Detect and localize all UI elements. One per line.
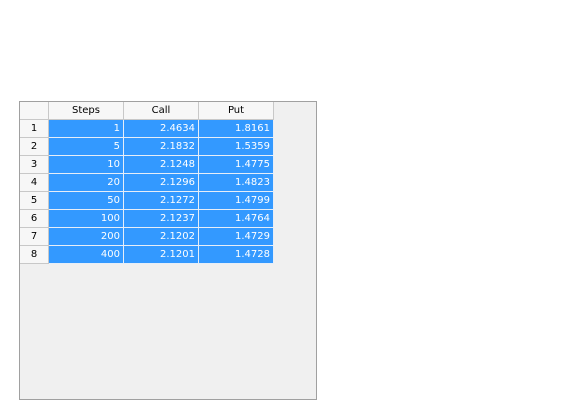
table-row: 7 200 2.1202 1.4729 [20,228,274,246]
column-header-steps[interactable]: Steps [49,102,124,120]
table-cell-put[interactable]: 1.4775 [199,156,274,174]
row-header[interactable]: 6 [20,210,49,228]
table-cell-put[interactable]: 1.4728 [199,246,274,264]
table-cell-steps[interactable]: 10 [49,156,124,174]
table-cell-call[interactable]: 2.1272 [124,192,199,210]
row-header[interactable]: 5 [20,192,49,210]
table-cell-call[interactable]: 2.4634 [124,120,199,138]
table-cell-steps[interactable]: 100 [49,210,124,228]
table-cell-steps[interactable]: 1 [49,120,124,138]
table-cell-steps[interactable]: 400 [49,246,124,264]
table-cell-call[interactable]: 2.1296 [124,174,199,192]
table-row: 4 20 2.1296 1.4823 [20,174,274,192]
table-cell-call[interactable]: 2.1237 [124,210,199,228]
table-row: 6 100 2.1237 1.4764 [20,210,274,228]
table-cell-steps[interactable]: 20 [49,174,124,192]
table-cell-put[interactable]: 1.4729 [199,228,274,246]
table-cell-call[interactable]: 2.1832 [124,138,199,156]
corner-cell[interactable] [20,102,49,120]
table-grid: Steps Call Put 1 1 2.4634 1.8161 2 5 2.1… [20,102,274,264]
table-row: 8 400 2.1201 1.4728 [20,246,274,264]
row-header[interactable]: 7 [20,228,49,246]
uitable[interactable]: Steps Call Put 1 1 2.4634 1.8161 2 5 2.1… [19,101,317,400]
table-cell-put[interactable]: 1.4799 [199,192,274,210]
table-cell-put[interactable]: 1.8161 [199,120,274,138]
table-row: 5 50 2.1272 1.4799 [20,192,274,210]
table-row: 3 10 2.1248 1.4775 [20,156,274,174]
column-header-call[interactable]: Call [124,102,199,120]
table-cell-call[interactable]: 2.1201 [124,246,199,264]
table-row: 1 1 2.4634 1.8161 [20,120,274,138]
table-cell-call[interactable]: 2.1248 [124,156,199,174]
table-cell-steps[interactable]: 5 [49,138,124,156]
table-row: 2 5 2.1832 1.5359 [20,138,274,156]
table-cell-put[interactable]: 1.4823 [199,174,274,192]
row-header[interactable]: 2 [20,138,49,156]
table-cell-put[interactable]: 1.5359 [199,138,274,156]
table-cell-call[interactable]: 2.1202 [124,228,199,246]
table-cell-put[interactable]: 1.4764 [199,210,274,228]
row-header[interactable]: 4 [20,174,49,192]
table-cell-steps[interactable]: 200 [49,228,124,246]
column-header-row: Steps Call Put [20,102,274,120]
column-header-put[interactable]: Put [199,102,274,120]
row-header[interactable]: 3 [20,156,49,174]
row-header[interactable]: 1 [20,120,49,138]
table-cell-steps[interactable]: 50 [49,192,124,210]
row-header[interactable]: 8 [20,246,49,264]
